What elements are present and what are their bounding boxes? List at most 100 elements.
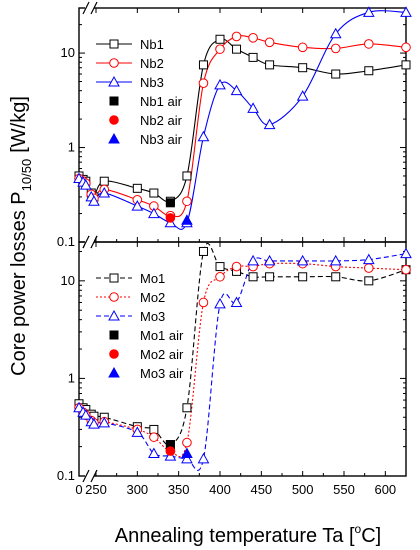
data-point-mo3 [214, 297, 226, 309]
legend-entry-mo2: Mo2 [96, 290, 165, 305]
data-point-nb1 [364, 66, 374, 76]
top-y-tick-label: 0.1 [57, 234, 75, 249]
data-point-nb3 [197, 130, 210, 142]
x-tick-label: 600 [374, 482, 396, 497]
data-point-nb2 [182, 196, 192, 207]
top-axis-break-mark [90, 1, 98, 15]
series-line-mo1 [78, 242, 407, 446]
data-point-nb3 [88, 195, 100, 206]
bottom-axis-break-mark [90, 235, 98, 249]
data-point-nb2 [264, 37, 275, 48]
legend-label-mo1-air: Mo1 air [140, 328, 184, 343]
data-point-mo1 [265, 272, 275, 282]
series-line-mo2 [78, 262, 407, 458]
data-point-mo2 [198, 297, 209, 308]
legend-marker-mo2-air [109, 349, 119, 359]
data-point-nb2 [297, 42, 308, 53]
top-axis-break-mark [82, 1, 90, 15]
data-point-nb3 [230, 84, 243, 96]
data-point-nb3 [362, 6, 375, 17]
data-point-nb1 [99, 176, 109, 186]
legend-label-mo3-air: Mo3 air [140, 366, 184, 381]
data-point-nb2 [248, 33, 258, 43]
x-tick-label: 300 [126, 482, 148, 497]
legend-entry-nb3-air: Nb3 air [108, 132, 183, 147]
data-point-mo1 [182, 403, 192, 413]
data-point-nb3 [79, 179, 92, 190]
bottom-y-tick-label: 10 [61, 273, 75, 288]
x-tick-label: 400 [209, 482, 231, 497]
x-tick-label: 0 [75, 482, 82, 497]
data-point-nb2 [330, 43, 341, 54]
data-point-mo3 [79, 409, 92, 420]
legend-label-nb2-air: Nb2 air [140, 113, 183, 128]
legend-entry-mo3: Mo3 [96, 309, 165, 324]
x-tick-label: 550 [333, 482, 355, 497]
legend-marker-mo2 [109, 292, 119, 302]
legend-label-mo2-air: Mo2 air [140, 347, 184, 362]
data-point-nb1 [232, 44, 242, 54]
data-point-nb2 [215, 44, 225, 54]
bottom-axis-break-mark [82, 235, 90, 249]
data-point-mo3 [362, 253, 375, 265]
data-point-mo3 [88, 418, 100, 429]
data-point-nb1 [298, 63, 308, 73]
legend-marker-nb3-air [108, 132, 120, 144]
legend-label-mo2: Mo2 [140, 290, 165, 305]
data-point-nb1 [198, 60, 208, 70]
data-point-mo1 [149, 424, 159, 434]
top-axis-break-gap [85, 3, 94, 13]
legend-entry-nb2-air: Nb2 air [109, 113, 183, 128]
data-point-mo2 [401, 264, 411, 275]
data-point-nb1 [401, 60, 411, 70]
data-point-mo3 [263, 254, 276, 266]
legend-entry-mo2-air: Mo2 air [109, 347, 184, 362]
data-point-nb1 [215, 34, 225, 44]
data-point-nb3 [263, 118, 276, 130]
x-tick-label: 500 [292, 482, 314, 497]
data-point-nb2 [364, 39, 374, 49]
data-point-nb1-air [165, 198, 175, 208]
data-point-nb3 [329, 27, 342, 39]
bottom-axis-break-gap [85, 471, 94, 481]
data-point-mo3 [400, 247, 412, 259]
data-point-nb1 [265, 60, 275, 70]
data-point-nb3 [400, 6, 412, 17]
data-point-nb1 [182, 171, 192, 181]
bottom-legend: Mo1 Mo2 Mo3 Mo1 air Mo2 air Mo3 air [96, 271, 184, 381]
bottom-plot-frame [78, 241, 407, 477]
data-point-nb3 [98, 186, 111, 198]
top-y-tick-label: 1 [68, 140, 75, 155]
data-point-mo1 [331, 272, 341, 282]
bottom-y-tick-label: 1 [68, 370, 75, 385]
data-point-mo2-air [165, 446, 176, 456]
legend-entry-mo1-air: Mo1 air [109, 328, 184, 343]
data-point-mo2 [182, 437, 192, 448]
data-point-mo3 [131, 426, 144, 437]
x-tick-label: 250 [85, 482, 107, 497]
legend-entry-mo1: Mo1 [96, 271, 165, 286]
data-point-mo3 [329, 254, 342, 266]
data-point-nb3 [296, 90, 309, 101]
data-point-nb3-air [181, 214, 193, 225]
legend-entry-nb1: Nb1 [96, 37, 164, 52]
bottom-y-tick-label: 0.1 [57, 468, 75, 483]
legend-label-nb1-air: Nb1 air [140, 94, 183, 109]
data-point-nb1 [331, 69, 341, 79]
top-panel: 0.1 1 10 Nb1 Nb2 Nb3 Nb1 air Nb2 air Nb3 air [57, 1, 412, 249]
legend-marker-mo1-air [109, 330, 119, 340]
legend-marker-nb2 [109, 58, 119, 68]
data-point-mo3 [98, 416, 111, 428]
data-point-mo1 [364, 276, 374, 286]
data-point-nb3 [148, 207, 160, 219]
legend-marker-nb1 [109, 39, 119, 49]
series-line-mo3 [78, 253, 407, 471]
y-axis-label: Core power losses P10/50[W/kg] [8, 96, 34, 376]
bottom-axis-break-gap [85, 237, 94, 247]
data-point-mo1 [215, 262, 225, 272]
legend-entry-nb2: Nb2 [96, 56, 164, 71]
data-point-mo2 [364, 263, 374, 273]
data-point-mo3 [230, 296, 243, 307]
legend-label-mo3: Mo3 [140, 309, 165, 324]
